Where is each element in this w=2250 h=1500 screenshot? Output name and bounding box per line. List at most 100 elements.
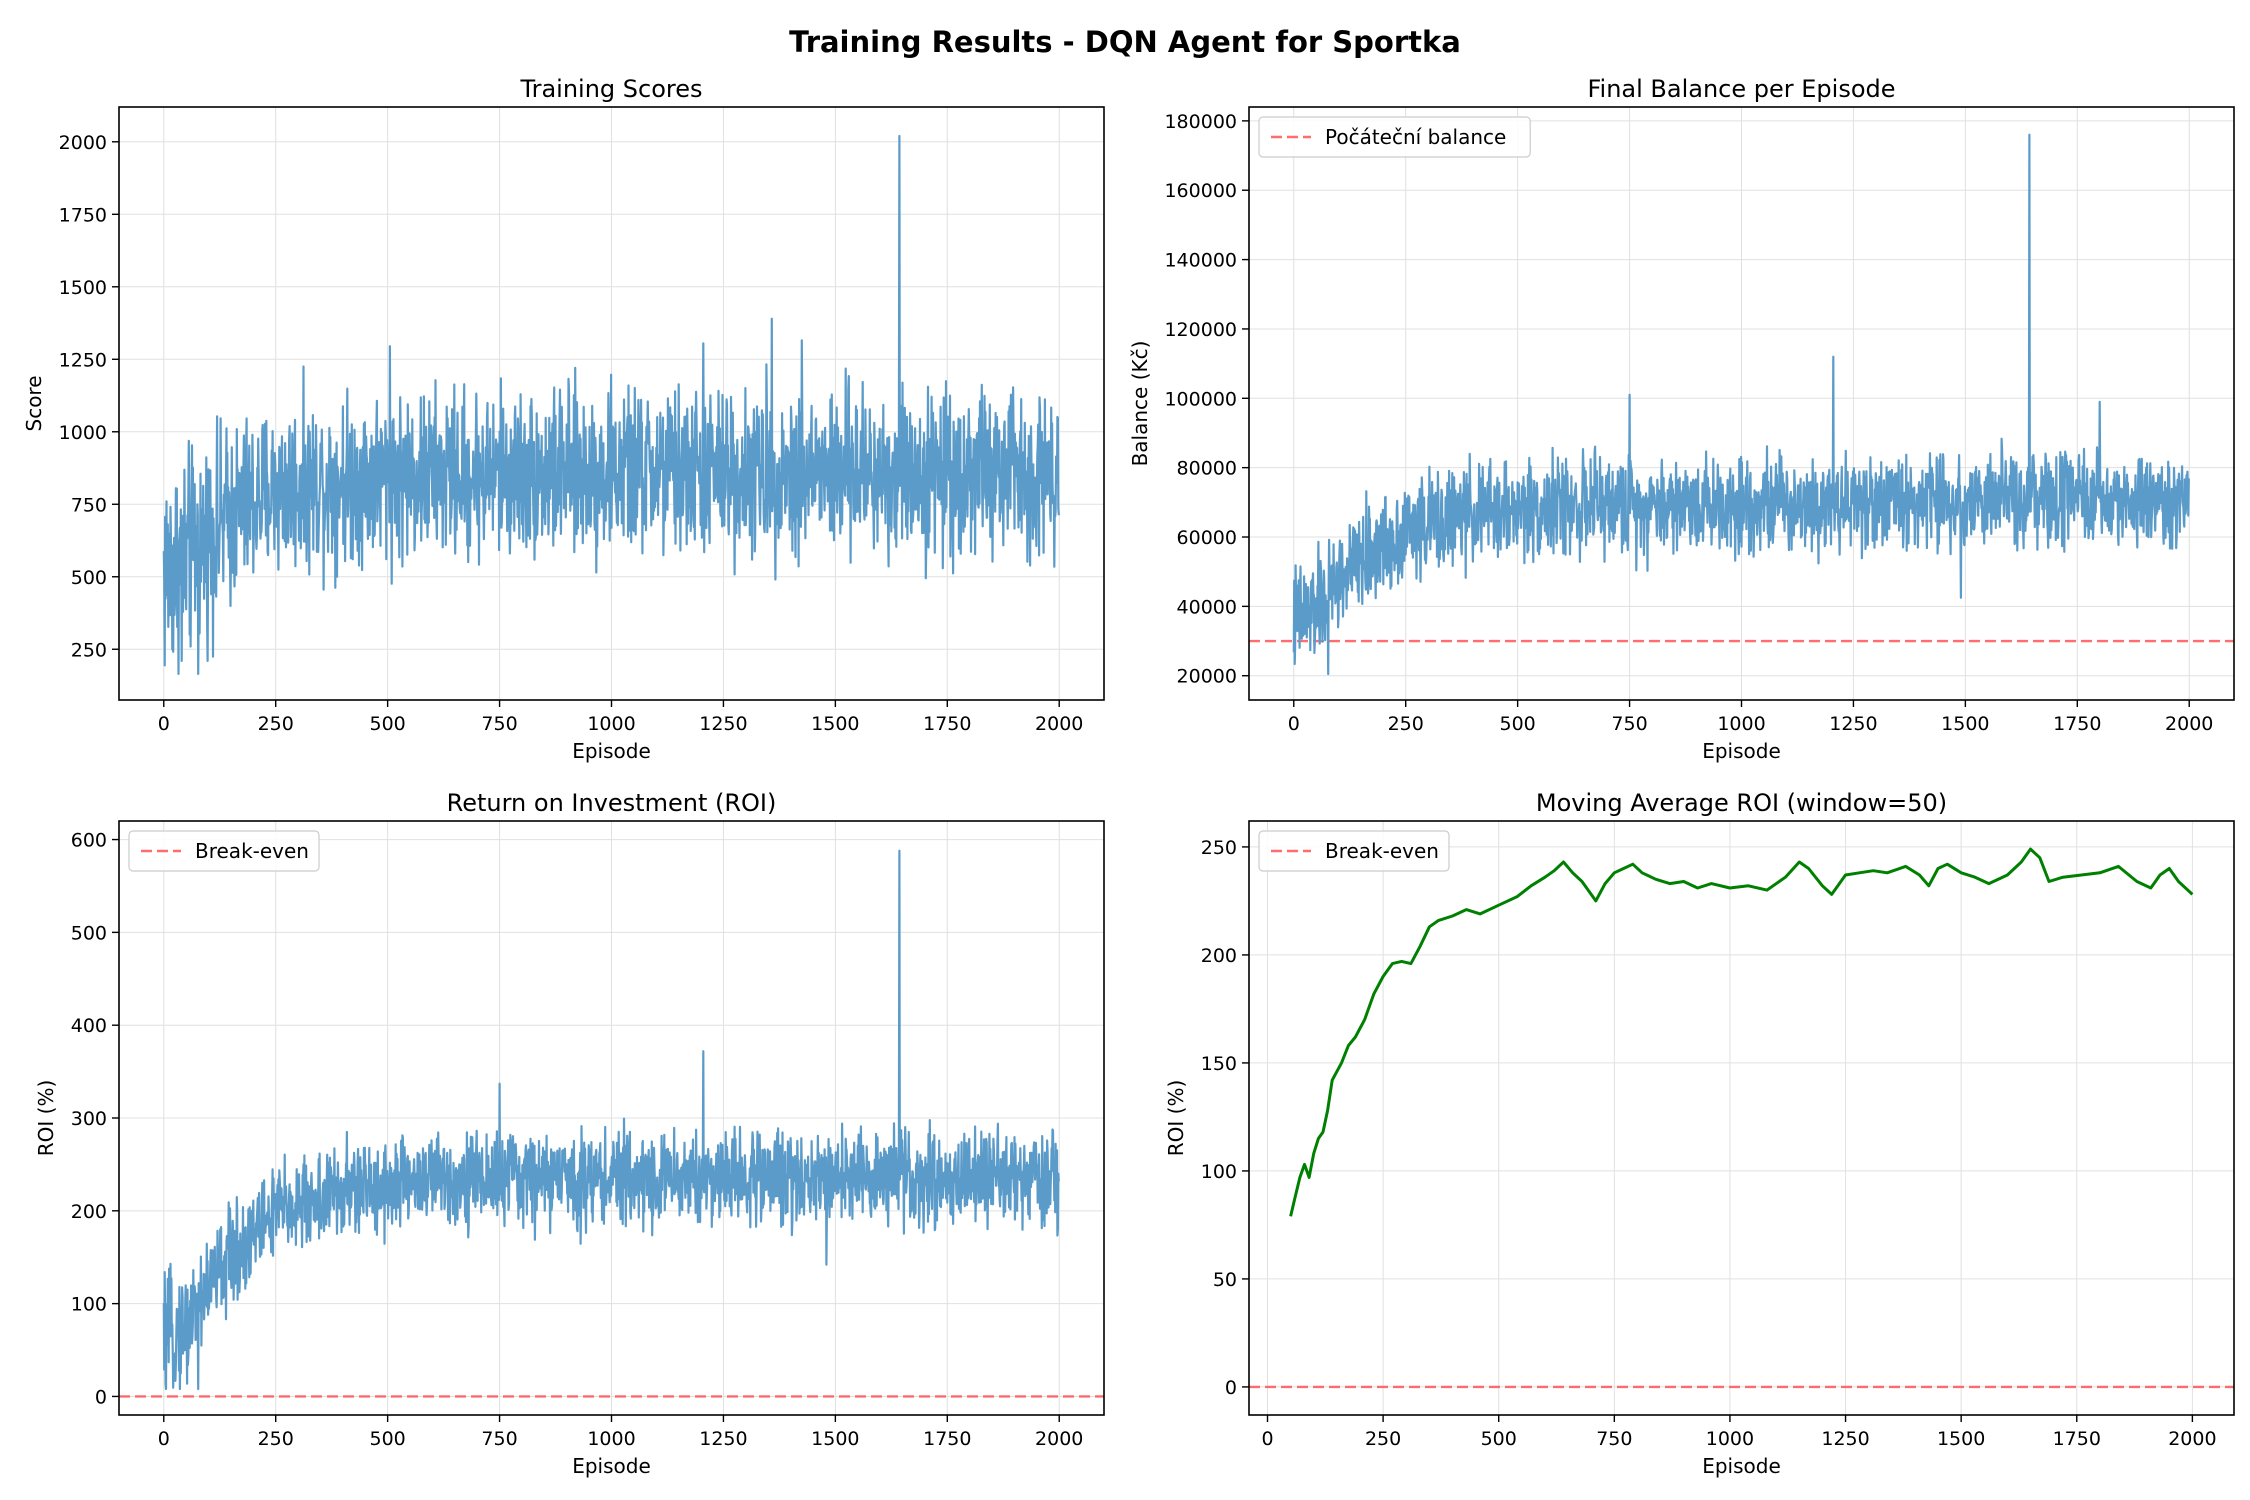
legend-label: Break-even (1325, 839, 1439, 863)
x-tick-label: 750 (481, 713, 517, 735)
series-line (162, 849, 1060, 1391)
subplot-title: Final Balance per Episode (1587, 75, 1895, 103)
subplot-title: Moving Average ROI (window=50) (1536, 789, 1947, 817)
y-tick-label: 200 (1201, 945, 1237, 967)
y-tick-label: 1750 (59, 204, 107, 226)
x-tick-label: 1000 (1717, 713, 1765, 735)
y-tick-label: 100 (1201, 1161, 1237, 1183)
legend-label: Break-even (195, 839, 309, 863)
x-tick-label: 0 (1288, 713, 1300, 735)
y-tick-label: 250 (1201, 837, 1237, 859)
figure-title: Training Results - DQN Agent for Sportka (789, 25, 1461, 59)
x-tick-label: 1500 (1941, 713, 1989, 735)
y-tick-label: 180000 (1164, 111, 1237, 133)
y-tick-label: 120000 (1164, 319, 1237, 341)
x-tick-label: 1500 (811, 1428, 859, 1450)
y-tick-label: 20000 (1177, 666, 1237, 688)
x-tick-label: 1250 (699, 713, 747, 735)
y-tick-label: 140000 (1164, 250, 1237, 272)
y-tick-label: 500 (71, 567, 107, 589)
x-tick-label: 1250 (699, 1428, 747, 1450)
y-tick-label: 200 (71, 1201, 107, 1223)
x-axis-label: Episode (1702, 1454, 1781, 1478)
subplot-2: 0 250 500 750 1000 1250 1500 1750 2000 20000 40000… (1128, 75, 2235, 763)
x-tick-label: 500 (370, 1428, 406, 1450)
x-tick-label: 2000 (2165, 713, 2213, 735)
legend-box (1258, 116, 1531, 158)
x-axis-label: Episode (1702, 739, 1781, 763)
x-tick-label: 2000 (1035, 713, 1083, 735)
x-tick-label: 1750 (2053, 1428, 2101, 1450)
x-tick-label: 0 (158, 1428, 170, 1450)
y-tick-label: 2000 (59, 132, 107, 154)
x-tick-label: 1750 (923, 713, 971, 735)
legend-box (128, 830, 320, 872)
y-tick-label: 160000 (1164, 180, 1237, 202)
subplot-4: 0 250 500 750 1000 1250 1500 1750 2000 0 50 100 150 2… (1164, 789, 2235, 1478)
legend: Break-even (1258, 830, 1450, 872)
subplot-title: Training Scores (519, 75, 702, 103)
x-axis-label: Episode (572, 739, 651, 763)
subplot-3: 0 250 500 750 1000 1250 1500 1750 2000 0 100 200 300… (34, 789, 1105, 1478)
x-tick-label: 250 (1365, 1428, 1401, 1450)
y-axis-label: Balance (Kč) (1128, 341, 1152, 467)
legend-label: Počáteční balance (1325, 125, 1506, 149)
axes-frame (1248, 820, 2235, 1416)
x-axis-label: Episode (572, 1454, 651, 1478)
x-tick-label: 250 (258, 1428, 294, 1450)
x-tick-label: 1250 (1829, 713, 1877, 735)
x-tick-label: 1500 (811, 713, 859, 735)
y-tick-label: 300 (71, 1108, 107, 1130)
x-tick-label: 1000 (587, 1428, 635, 1450)
y-tick-label: 60000 (1177, 527, 1237, 549)
y-tick-label: 0 (95, 1386, 107, 1408)
x-tick-label: 1750 (2053, 713, 2101, 735)
y-tick-label: 100000 (1164, 388, 1237, 410)
y-tick-label: 100 (71, 1294, 107, 1316)
x-tick-label: 500 (370, 713, 406, 735)
y-tick-label: 40000 (1177, 596, 1237, 618)
x-tick-label: 750 (1596, 1428, 1632, 1450)
x-tick-label: 1000 (587, 713, 635, 735)
y-axis-label: ROI (%) (34, 1080, 58, 1157)
y-tick-label: 80000 (1177, 458, 1237, 480)
x-tick-label: 1500 (1937, 1428, 1985, 1450)
series-line (1292, 133, 2190, 676)
x-tick-label: 750 (1611, 713, 1647, 735)
y-tick-label: 1250 (59, 349, 107, 371)
subplot-grid: 0 250 500 750 1000 1250 1500 1750 20002505007501… (22, 75, 2235, 1478)
x-tick-label: 0 (158, 713, 170, 735)
x-tick-label: 250 (1388, 713, 1424, 735)
y-axis-label: ROI (%) (1164, 1080, 1188, 1157)
series-line (162, 134, 1060, 675)
y-tick-label: 500 (71, 922, 107, 944)
y-tick-label: 1500 (59, 277, 107, 299)
x-tick-label: 1000 (1706, 1428, 1754, 1450)
x-tick-label: 2000 (1035, 1428, 1083, 1450)
y-tick-label: 750 (71, 494, 107, 516)
x-tick-label: 1750 (923, 1428, 971, 1450)
legend: Break-even (128, 830, 320, 872)
x-tick-label: 1250 (1821, 1428, 1869, 1450)
x-tick-label: 250 (258, 713, 294, 735)
x-tick-label: 500 (1481, 1428, 1517, 1450)
y-tick-label: 0 (1225, 1377, 1237, 1399)
y-axis-label: Score (22, 375, 46, 431)
moving-average-line (1289, 847, 2194, 1217)
x-tick-label: 2000 (2168, 1428, 2216, 1450)
legend-box (1258, 830, 1450, 872)
y-tick-label: 150 (1201, 1053, 1237, 1075)
y-tick-label: 1000 (59, 422, 107, 444)
x-tick-label: 750 (481, 1428, 517, 1450)
subplot-title: Return on Investment (ROI) (447, 789, 777, 817)
y-tick-label: 600 (71, 830, 107, 852)
x-tick-label: 500 (1500, 713, 1536, 735)
legend: Počáteční balance (1258, 116, 1531, 158)
y-tick-label: 400 (71, 1015, 107, 1037)
y-tick-label: 250 (71, 639, 107, 661)
subplot-1: 0 250 500 750 1000 1250 1500 1750 2000 250 500 750 1… (22, 75, 1105, 763)
x-tick-label: 0 (1261, 1428, 1273, 1450)
y-tick-label: 50 (1213, 1269, 1237, 1291)
